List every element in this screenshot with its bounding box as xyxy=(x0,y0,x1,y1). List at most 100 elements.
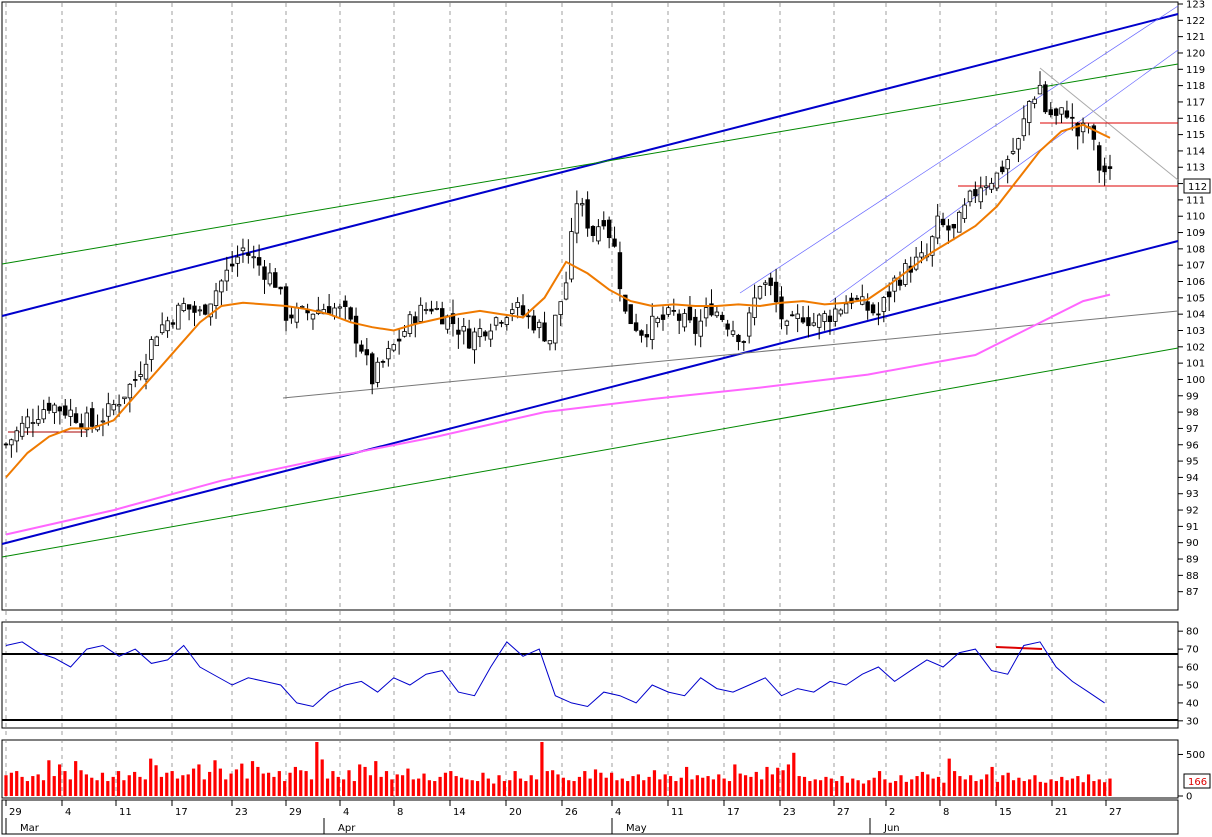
volume-bar xyxy=(443,772,448,796)
day-label: 21 xyxy=(1055,807,1068,818)
candle-body xyxy=(9,439,14,446)
price-tick-label: 105 xyxy=(1186,293,1205,304)
volume-bar xyxy=(631,776,635,796)
volume-bar xyxy=(342,779,346,796)
candle-body xyxy=(983,185,989,188)
volume-bar xyxy=(545,771,549,796)
candle-body xyxy=(380,360,386,363)
volume-bar xyxy=(647,776,651,796)
volume-bar xyxy=(1086,774,1091,796)
last-volume-label: 166 xyxy=(1188,777,1207,788)
volume-bar xyxy=(143,779,147,796)
volume-bar xyxy=(958,776,962,796)
candle-body xyxy=(127,383,133,399)
rsi-line xyxy=(5,641,1105,708)
volume-bar xyxy=(229,773,233,796)
candle-body xyxy=(36,419,41,424)
candle-body xyxy=(396,338,402,342)
volume-bar xyxy=(910,779,914,796)
volume-bar xyxy=(336,776,340,796)
month-label: May xyxy=(626,823,647,834)
candle-body xyxy=(553,314,558,344)
candle-body xyxy=(973,189,978,197)
volume-bar xyxy=(851,778,855,796)
candle-body xyxy=(978,187,983,203)
candle-body xyxy=(111,404,116,411)
candle-body xyxy=(887,291,892,298)
candle-body xyxy=(240,247,246,252)
candle-body xyxy=(19,422,25,437)
candle-body xyxy=(687,306,693,321)
short-channel-lower xyxy=(829,49,1179,303)
volume-bar xyxy=(47,760,51,796)
candle-body xyxy=(84,412,89,431)
candle-body xyxy=(133,379,138,381)
support-gray-line xyxy=(282,310,1179,399)
price-tick-label: 93 xyxy=(1186,489,1199,500)
candle-body xyxy=(757,286,763,299)
day-label: 26 xyxy=(565,807,578,818)
candle-body xyxy=(14,430,19,442)
volume-bar xyxy=(15,771,19,796)
volume-bar xyxy=(470,780,474,796)
candle-body xyxy=(693,316,698,334)
price-tick-label: 91 xyxy=(1186,522,1199,533)
volume-bar xyxy=(379,776,383,796)
volume-bar xyxy=(347,770,351,796)
volume-bar xyxy=(894,781,898,796)
day-label: 15 xyxy=(999,807,1012,818)
candle-body xyxy=(466,328,472,349)
price-tick-label: 107 xyxy=(1186,261,1205,272)
candle-body xyxy=(224,269,229,282)
volume-bar xyxy=(191,768,196,796)
candle-body xyxy=(3,443,9,446)
candle-body xyxy=(816,314,822,328)
candle-body xyxy=(25,416,30,429)
candle-body xyxy=(574,203,580,234)
time-axis-labels: 29 4 11 17 23 29 4 8 14 20 26 4 11 17 23 27 2 8 15 21 27 Mar A… xyxy=(5,800,1122,834)
price-tick-label: 108 xyxy=(1186,244,1205,255)
candle-body xyxy=(246,253,251,256)
candle-body xyxy=(203,304,208,315)
price-tick-label: 99 xyxy=(1186,391,1199,402)
volume-bar xyxy=(824,776,828,796)
volume-bar xyxy=(518,778,523,796)
volume-bar xyxy=(819,780,823,796)
candle-body xyxy=(289,314,294,319)
candle-body xyxy=(256,257,262,266)
volume-bar xyxy=(202,779,206,796)
price-tick-label: 119 xyxy=(1186,65,1205,76)
rsi-tick-label: 60 xyxy=(1186,663,1199,674)
candle-body xyxy=(348,307,353,320)
candle-body xyxy=(283,286,289,321)
volume-bar xyxy=(476,781,480,796)
volume-bar xyxy=(508,780,512,796)
candle-body xyxy=(606,219,612,239)
volume-bar xyxy=(395,774,399,796)
volume-bar xyxy=(765,766,769,796)
candle-body xyxy=(617,252,623,290)
candle-body xyxy=(746,312,752,337)
candle-body xyxy=(962,204,967,219)
volume-bar xyxy=(556,774,560,796)
rsi-panel xyxy=(1,621,1179,729)
volume-bar xyxy=(835,781,839,796)
ema-line xyxy=(5,123,1111,479)
volume-bar xyxy=(727,781,732,796)
candle-body xyxy=(386,348,391,360)
candle-body xyxy=(881,297,887,312)
upper-green-line xyxy=(1,63,1179,265)
candle-body xyxy=(1005,159,1010,170)
day-label: 27 xyxy=(1109,807,1122,818)
volume-bar xyxy=(1103,782,1107,796)
volume-bar xyxy=(1060,776,1064,796)
volume-bar xyxy=(288,772,292,796)
candle-body xyxy=(461,325,466,332)
candle-body xyxy=(655,317,660,323)
candle-body xyxy=(235,256,240,264)
price-tick-label: 89 xyxy=(1186,555,1199,566)
candle-body xyxy=(714,311,720,317)
candle-body xyxy=(504,317,510,326)
lower-channel-line xyxy=(1,240,1179,545)
